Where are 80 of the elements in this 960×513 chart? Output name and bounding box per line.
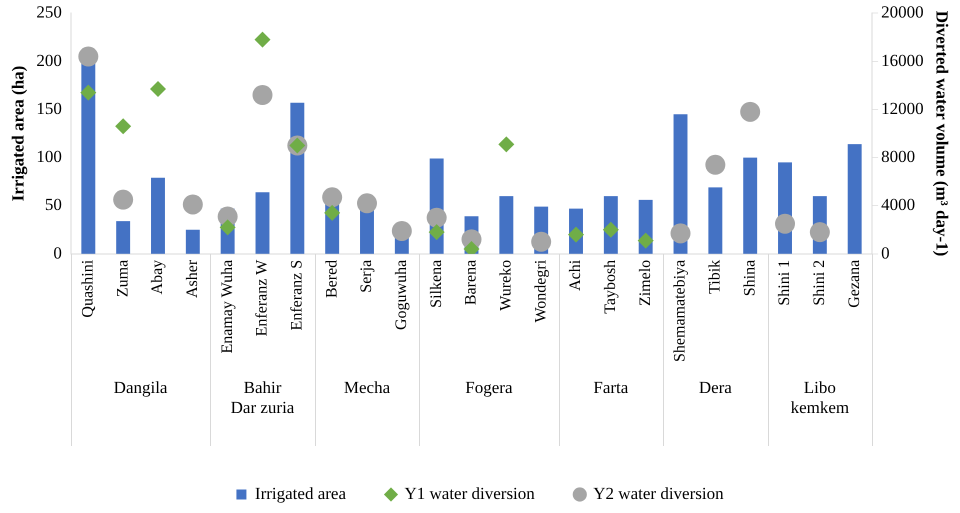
text: Libo kemkem bbox=[790, 378, 850, 417]
point bbox=[428, 224, 445, 240]
y-tick-label: 150 bbox=[36, 98, 62, 118]
point bbox=[324, 204, 340, 221]
legend-label: Y2 water diversion bbox=[593, 484, 724, 503]
x-tick-label: Goguwuha bbox=[393, 260, 410, 330]
y-axis-title: Irrigated area (ha) bbox=[8, 66, 28, 202]
point bbox=[252, 85, 272, 106]
x-tick-label: Asher bbox=[184, 259, 202, 298]
point bbox=[602, 222, 619, 238]
y-tick-label: 250 bbox=[36, 2, 62, 22]
y2-tick-label: 12000 bbox=[881, 98, 924, 118]
legend-label: Irrigated area bbox=[254, 484, 346, 503]
text: Farta bbox=[593, 378, 629, 397]
x-tick-label: Zimelo bbox=[636, 260, 654, 306]
bar bbox=[116, 221, 130, 254]
x-tick-label: Zuma bbox=[114, 260, 132, 298]
x-tick-label: Shini 1 bbox=[776, 260, 794, 306]
x-tick-label: Enferanz S bbox=[288, 260, 306, 330]
bar bbox=[743, 158, 758, 254]
y-tick-label: 0 bbox=[53, 243, 62, 262]
point bbox=[670, 223, 691, 244]
text: Fogera bbox=[465, 378, 513, 397]
point bbox=[392, 220, 412, 241]
point bbox=[740, 102, 760, 122]
y2-tick-label: 16000 bbox=[881, 50, 924, 70]
point bbox=[810, 222, 830, 242]
x-tick-label: Enamay Wuha bbox=[218, 260, 236, 354]
point bbox=[322, 187, 342, 208]
x-tick-label: Barena bbox=[462, 260, 480, 306]
point bbox=[78, 46, 98, 67]
point bbox=[80, 84, 96, 101]
x-tick-label: Quashini bbox=[80, 259, 97, 318]
x-tick-label: Wondegri bbox=[532, 259, 550, 323]
y-tick-label: 50 bbox=[44, 195, 62, 214]
point bbox=[115, 118, 132, 134]
x-tick-label: Shemamatebiya bbox=[672, 260, 689, 362]
y2-tick-label: 8000 bbox=[881, 147, 916, 166]
bar bbox=[151, 178, 165, 254]
point bbox=[638, 232, 654, 249]
bar bbox=[256, 192, 270, 254]
point bbox=[498, 136, 514, 152]
x-tick-label: Enferanz W bbox=[254, 258, 271, 336]
point bbox=[150, 80, 166, 97]
y-tick-label: 100 bbox=[36, 147, 62, 166]
x-tick-label: Shini 2 bbox=[811, 260, 828, 306]
x-tick-label: Wureko bbox=[498, 260, 515, 311]
x-tick-label: Taybosh bbox=[602, 260, 620, 314]
point bbox=[568, 226, 584, 243]
text: Mecha bbox=[344, 378, 391, 397]
text: Dangila bbox=[114, 378, 168, 397]
point bbox=[705, 154, 726, 175]
y-tick-label: 200 bbox=[36, 50, 62, 70]
point bbox=[220, 219, 236, 236]
bar bbox=[848, 144, 862, 254]
x-tick-label: Tibik bbox=[706, 260, 724, 294]
x-tick-label: Gezana bbox=[846, 260, 863, 308]
bar bbox=[186, 230, 200, 254]
point bbox=[182, 194, 203, 214]
text: Dera bbox=[698, 378, 732, 397]
bar bbox=[708, 187, 722, 254]
point bbox=[356, 193, 377, 214]
x-tick-label: Serja bbox=[358, 260, 376, 293]
point bbox=[113, 190, 134, 210]
text: Bahir Dar zuria bbox=[230, 378, 295, 417]
point bbox=[254, 32, 270, 48]
y2-tick-label: 0 bbox=[881, 243, 890, 262]
point bbox=[426, 208, 447, 228]
legend-label: Y1 water diversion bbox=[404, 484, 536, 503]
x-tick-label: Silkena bbox=[428, 260, 445, 308]
x-tick-label: Shina bbox=[741, 260, 758, 296]
x-tick-label: Bered bbox=[323, 260, 340, 298]
y2-tick-label: 4000 bbox=[881, 195, 916, 214]
y2-tick-label: 20000 bbox=[881, 2, 924, 22]
point bbox=[531, 232, 552, 252]
bar bbox=[499, 196, 514, 254]
point bbox=[775, 214, 796, 234]
x-tick-label: Achi bbox=[567, 259, 584, 291]
x-tick-label: Abay bbox=[149, 260, 166, 294]
y2-axis-title: Diverted water volume (m³ day-1) bbox=[932, 10, 952, 256]
